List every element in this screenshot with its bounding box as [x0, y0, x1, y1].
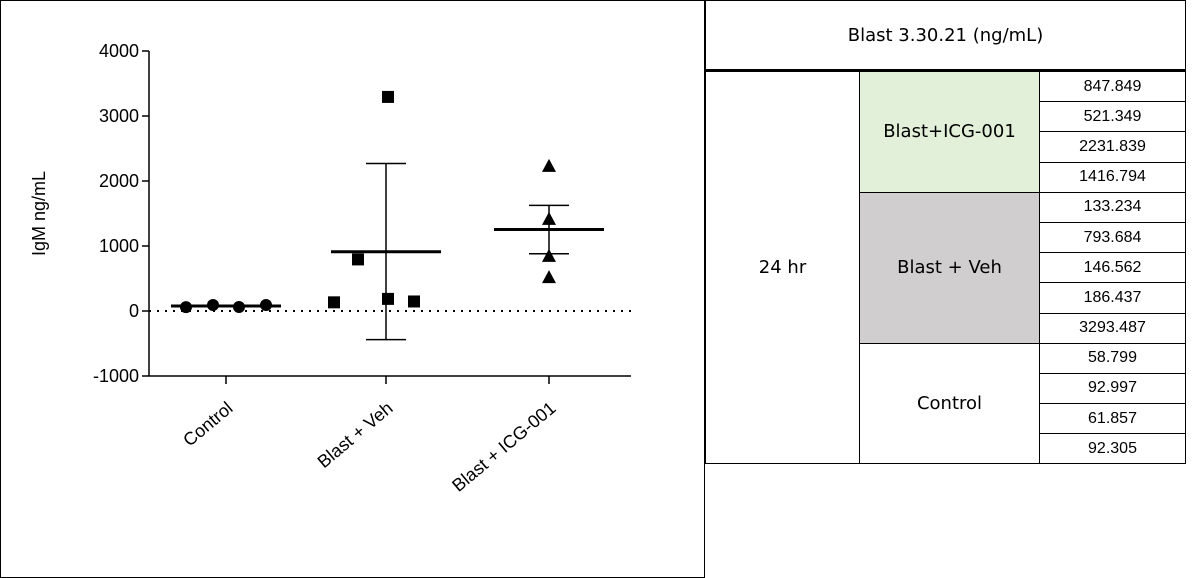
table-row: 2231.839 [706, 131, 1187, 163]
table-panel: Blast 3.30.21 (ng/mL) 24 hr Blast+ICG-001 8… [704, 0, 1196, 578]
x-tick-label: Blast + ICG-001 [448, 398, 559, 496]
table-row: 92.305 [706, 433, 1187, 465]
value-cell: 186.437 [1038, 282, 1187, 314]
data-point [542, 270, 556, 284]
value-cell: 1416.794 [1038, 161, 1187, 193]
value-cell: 3293.487 [1038, 312, 1187, 344]
y-tick-label: 3000 [99, 106, 139, 126]
data-point [542, 211, 556, 225]
value-cell: 521.349 [1038, 101, 1187, 133]
data-point [233, 300, 245, 313]
y-tick-label: 4000 [99, 41, 139, 61]
table-row: 793.684 [706, 221, 1187, 254]
table-title: Blast 3.30.21 (ng/mL) [704, 0, 1187, 71]
value-cell: 146.562 [1038, 252, 1187, 284]
data-table: Blast 3.30.21 (ng/mL) 24 hr Blast+ICG-001 8… [704, 0, 1187, 465]
data-point [260, 299, 272, 312]
data-point [542, 248, 556, 262]
data-point [382, 90, 394, 103]
data-point [328, 296, 340, 309]
value-cell: 61.857 [1038, 403, 1187, 435]
value-cell: 847.849 [1038, 68, 1187, 103]
data-point [382, 292, 394, 305]
table-row: 1416.794 [706, 161, 1187, 193]
value-cell: 133.234 [1038, 191, 1187, 223]
time-cell: 24 hr [705, 68, 860, 465]
y-axis-label: IgM ng/mL [29, 171, 49, 256]
value-cell: 58.799 [1038, 342, 1187, 374]
table-row: 92.997 [706, 372, 1187, 405]
table-row: Control 58.799 [706, 342, 1187, 465]
table-row: 24 hr Blast+ICG-001 847.849 [705, 68, 1187, 465]
table-header-row: Blast 3.30.21 (ng/mL) [704, 0, 1187, 71]
y-tick-label: 1000 [99, 236, 139, 256]
value-cell: 92.997 [1038, 372, 1187, 405]
group-cell: Blast+ICG-001 [859, 69, 1040, 193]
value-cell: 2231.839 [1038, 131, 1187, 163]
data-point [207, 298, 219, 311]
table-row: 3293.487 [706, 312, 1187, 344]
value-cell: 92.305 [1038, 433, 1187, 465]
data-point [408, 295, 420, 308]
y-tick-label: 2000 [99, 171, 139, 191]
table-row: 61.857 [706, 403, 1187, 435]
table-row: Blast + Veh 133.234 [706, 191, 1187, 344]
scatter-chart: -1000 0 1000 2000 3000 4000 IgM ng/mL Control Bl… [29, 41, 631, 496]
data-point [542, 158, 556, 172]
y-tick-label: -1000 [93, 366, 139, 386]
table-row: 186.437 [706, 282, 1187, 314]
y-tick-label: 0 [129, 301, 139, 321]
group-cell: Blast + Veh [859, 191, 1040, 344]
x-tick-label: Control [179, 398, 236, 451]
table-row: 146.562 [706, 252, 1187, 284]
value-cell: 793.684 [1038, 221, 1187, 254]
group-cell: Control [859, 342, 1040, 465]
chart-panel: -1000 0 1000 2000 3000 4000 IgM ng/mL Control Bl… [0, 0, 705, 578]
x-tick-label: Blast + Veh [314, 398, 397, 472]
data-point [352, 253, 364, 266]
data-point [180, 301, 192, 314]
